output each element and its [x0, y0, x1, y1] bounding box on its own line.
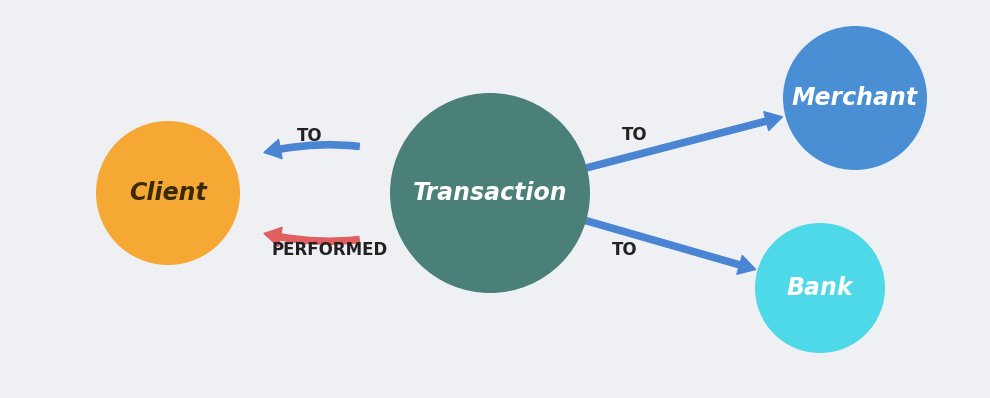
- FancyArrowPatch shape: [586, 112, 782, 171]
- Circle shape: [783, 26, 927, 170]
- FancyArrowPatch shape: [264, 140, 359, 159]
- Circle shape: [755, 223, 885, 353]
- Text: Client: Client: [129, 181, 207, 205]
- Text: Merchant: Merchant: [792, 86, 918, 110]
- FancyArrowPatch shape: [585, 218, 755, 274]
- Text: TO: TO: [622, 126, 647, 144]
- Text: TO: TO: [612, 241, 638, 259]
- FancyArrowPatch shape: [264, 227, 359, 246]
- Circle shape: [96, 121, 240, 265]
- Text: PERFORMED: PERFORMED: [272, 241, 388, 259]
- Text: Bank: Bank: [787, 276, 853, 300]
- Text: TO: TO: [297, 127, 323, 145]
- Circle shape: [390, 93, 590, 293]
- Text: Transaction: Transaction: [413, 181, 567, 205]
